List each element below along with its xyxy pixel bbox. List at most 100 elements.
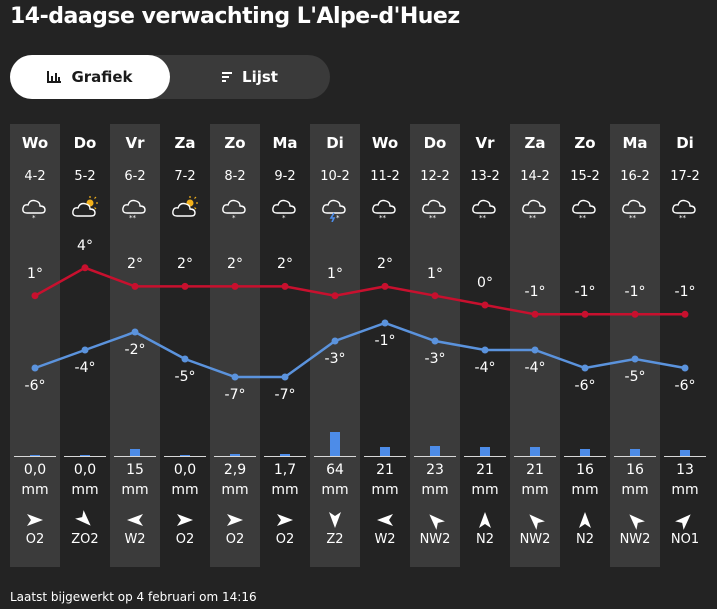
day-name: Di (676, 134, 694, 152)
day-name: Vr (125, 134, 145, 152)
precip-amount: 16 (576, 462, 594, 478)
precip-bar (680, 450, 690, 456)
max-temp-label: -1° (624, 284, 646, 301)
svg-text:**: ** (579, 214, 587, 222)
precip-bar (580, 449, 590, 456)
day-name: Zo (574, 134, 596, 152)
arrow-northwest-icon (525, 510, 545, 530)
svg-text:*: * (32, 214, 36, 222)
min-temp-label: -6° (674, 378, 696, 394)
max-temp-point (481, 301, 489, 309)
precip-baseline (264, 456, 306, 457)
svg-text:*: * (336, 214, 340, 222)
page-title: 14-daagse verwachting L'Alpe-d'Huez (10, 4, 460, 29)
min-temp-point (431, 337, 439, 345)
arrow-west-icon (375, 510, 395, 530)
tab-grafiek[interactable]: Grafiek (10, 55, 170, 99)
day-name: Do (423, 134, 447, 152)
precip-baseline (564, 456, 606, 457)
wind-direction: NW2 (619, 532, 651, 547)
cloud-heavy-snow-icon: ** (621, 196, 649, 222)
min-temp-point (31, 364, 39, 372)
precip-amount: 16 (626, 462, 644, 478)
max-temp-point (281, 282, 289, 290)
svg-text:*: * (282, 214, 286, 222)
min-temp-label: -3° (324, 351, 346, 367)
max-temp-label: 2° (227, 256, 243, 273)
min-temp-point (231, 373, 239, 381)
max-temp-label: -1° (674, 284, 696, 301)
precip-unit: mm (21, 482, 49, 498)
precip-unit: mm (371, 482, 399, 498)
arrow-north-icon (575, 510, 595, 530)
cloud-snow-icon: * (221, 196, 249, 222)
precip-bar (480, 447, 490, 456)
precip-baseline (64, 456, 106, 457)
max-temp-label: 1° (27, 265, 43, 282)
day-column: Di 17-2 ** 13 mm NO1 (660, 124, 710, 567)
precip-unit: mm (121, 482, 149, 498)
wind-direction: W2 (374, 532, 396, 547)
arrow-north-icon (475, 510, 495, 530)
max-temp-point (631, 310, 639, 318)
min-temp-point (631, 355, 639, 363)
svg-text:**: ** (379, 214, 387, 222)
max-temp-label: 1° (427, 265, 443, 282)
precip-unit: mm (671, 482, 699, 498)
precip-amount: 2,9 (223, 462, 247, 478)
arrow-east-icon (225, 510, 245, 530)
arrow-west-icon (125, 510, 145, 530)
precip-baseline (14, 456, 56, 457)
max-temp-point (531, 310, 539, 318)
precip-baseline (464, 456, 506, 457)
day-column: Wo 11-2 ** 21 mm W2 (360, 124, 410, 567)
svg-text:**: ** (679, 214, 687, 222)
min-temp-point (681, 364, 689, 372)
precip-unit: mm (71, 482, 99, 498)
max-temp-label: 1° (327, 265, 343, 282)
precip-amount: 21 (376, 462, 394, 478)
day-date: 15-2 (570, 169, 600, 184)
list-icon (222, 72, 233, 82)
day-date: 6-2 (124, 169, 146, 184)
tab-lijst[interactable]: Lijst (170, 55, 330, 99)
cloud-heavy-snow-icon: ** (371, 196, 399, 222)
day-date: 16-2 (620, 169, 650, 184)
min-temp-point (531, 346, 539, 354)
min-temp-label: -5° (624, 369, 646, 385)
cloud-heavy-snow-icon: ** (521, 196, 549, 222)
max-temp-point (381, 282, 389, 290)
max-temp-point (231, 282, 239, 290)
wind-direction: O2 (225, 532, 245, 547)
max-temp-label: 2° (177, 256, 193, 273)
arrow-northwest-icon (425, 510, 445, 530)
svg-text:*: * (232, 214, 236, 222)
precip-bar (30, 455, 40, 456)
wind-direction: ZO2 (71, 532, 99, 547)
precip-amount: 0,0 (173, 462, 197, 478)
precip-baseline (214, 456, 256, 457)
min-temp-label: -4° (474, 360, 496, 376)
cloud-thunder-snow-icon: * (321, 196, 349, 223)
precip-baseline (664, 456, 706, 457)
precip-unit: mm (171, 482, 199, 498)
precip-bar (230, 453, 240, 456)
wind-direction: N2 (476, 532, 494, 547)
arrow-east-icon (275, 510, 295, 530)
day-date: 12-2 (420, 169, 450, 184)
view-toggle: Grafiek Lijst (10, 55, 330, 99)
max-temp-point (431, 292, 439, 300)
svg-text:**: ** (429, 214, 437, 222)
arrow-east-icon (175, 510, 195, 530)
precip-baseline (314, 456, 356, 457)
max-temp-label: 2° (277, 256, 293, 273)
max-temp-label: -1° (524, 284, 546, 301)
min-temp-point (331, 337, 339, 345)
wind-direction: NW2 (519, 532, 551, 547)
day-column: Vr 13-2 ** 21 mm N2 (460, 124, 510, 567)
min-temp-label: -7° (274, 387, 296, 403)
day-name: Ma (272, 134, 298, 152)
day-date: 11-2 (370, 169, 400, 184)
arrow-northeast-icon (675, 510, 695, 530)
svg-text:**: ** (479, 214, 487, 222)
